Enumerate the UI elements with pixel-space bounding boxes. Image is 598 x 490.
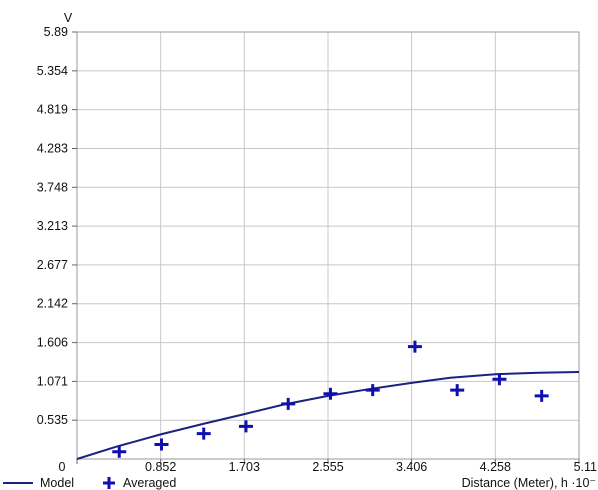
averaged-point	[492, 373, 507, 386]
averaged-point	[154, 438, 169, 451]
averaged-point	[281, 397, 296, 410]
y-axis-label: V	[64, 11, 73, 25]
y-tick-label: 1.606	[37, 336, 68, 350]
series-layer	[76, 340, 580, 460]
x-tick-label: 0.852	[145, 460, 176, 474]
averaged-point	[238, 420, 253, 433]
y-tick-label: 4.283	[37, 142, 68, 156]
averaged-point	[112, 445, 127, 458]
averaged-point	[365, 384, 380, 397]
origin-tick-label: 0	[59, 460, 66, 474]
y-tick-label: 2.142	[37, 297, 68, 311]
averaged-point	[196, 427, 211, 440]
y-tick-label: 5.354	[37, 64, 68, 78]
y-tick-label: 3.213	[37, 219, 68, 233]
x-tick-label: 4.258	[480, 460, 511, 474]
y-axis-ticks: 0.535 1.071 1.606 2.142 2.677 3.213 3.748 4.283…	[37, 25, 77, 427]
y-tick-label: 3.748	[37, 180, 68, 194]
x-tick-label: 1.703	[229, 460, 260, 474]
y-tick-label: 1.071	[37, 374, 68, 388]
y-tick-label: 4.819	[37, 103, 68, 117]
x-tick-label: 3.406	[396, 460, 427, 474]
y-tick-label: 0.535	[37, 413, 68, 427]
x-axis-label: Distance (Meter), h ·10⁻	[462, 476, 596, 490]
x-tick-label: 5.11	[574, 460, 597, 474]
averaged-point	[407, 340, 422, 353]
y-tick-label: 2.677	[37, 258, 68, 272]
averaged-point	[450, 384, 465, 397]
model-line	[76, 371, 580, 460]
legend-averaged-marker	[103, 477, 115, 489]
averaged-point	[534, 389, 549, 402]
legend-model-label: Model	[40, 476, 74, 490]
legend: Model Averaged	[3, 476, 176, 490]
legend-averaged-label: Averaged	[123, 476, 176, 490]
x-axis-ticks: 0.852 1.703 2.555 3.406 4.258 5.11	[76, 459, 597, 474]
x-tick-label: 2.555	[312, 460, 343, 474]
averaged-point	[323, 387, 338, 400]
y-tick-label: 5.89	[44, 25, 68, 39]
